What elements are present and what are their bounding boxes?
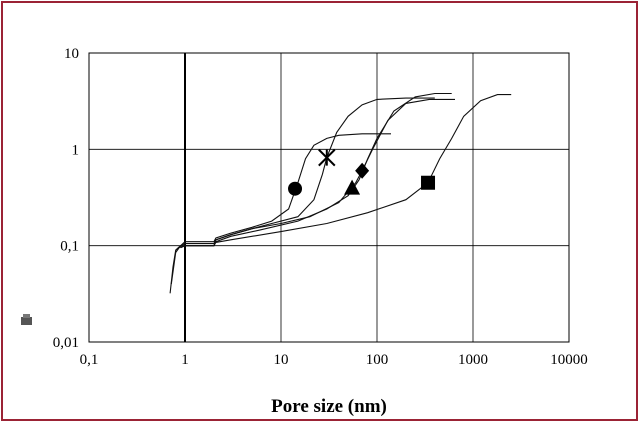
y-tick-label: 0,01 — [53, 335, 79, 351]
small-gray-box-icon — [21, 314, 32, 325]
diamond-marker — [355, 162, 370, 179]
y-tick-label: 0,1 — [60, 239, 79, 255]
circle-marker — [288, 181, 303, 196]
markers-group — [288, 148, 436, 196]
series-line-2 — [170, 97, 435, 285]
x-tick-label: 100 — [366, 352, 389, 368]
star-marker — [318, 148, 336, 167]
x-tick-label: 1 — [181, 352, 189, 368]
plot-area — [88, 52, 570, 343]
series-line-5 — [180, 94, 512, 249]
series-group — [169, 92, 512, 294]
grid-lines — [88, 52, 570, 343]
y-tick-label: 1 — [72, 142, 80, 158]
x-tick-label: 0,1 — [80, 352, 99, 368]
x-axis-label: Pore size (nm) — [271, 396, 387, 417]
x-tick-label: 10 — [274, 352, 289, 368]
x-tick-label: 1000 — [458, 352, 488, 368]
y-tick-label: 10 — [64, 46, 79, 62]
square-marker — [421, 175, 436, 190]
triangle-marker — [344, 179, 361, 195]
x-tick-label: 10000 — [550, 352, 588, 368]
